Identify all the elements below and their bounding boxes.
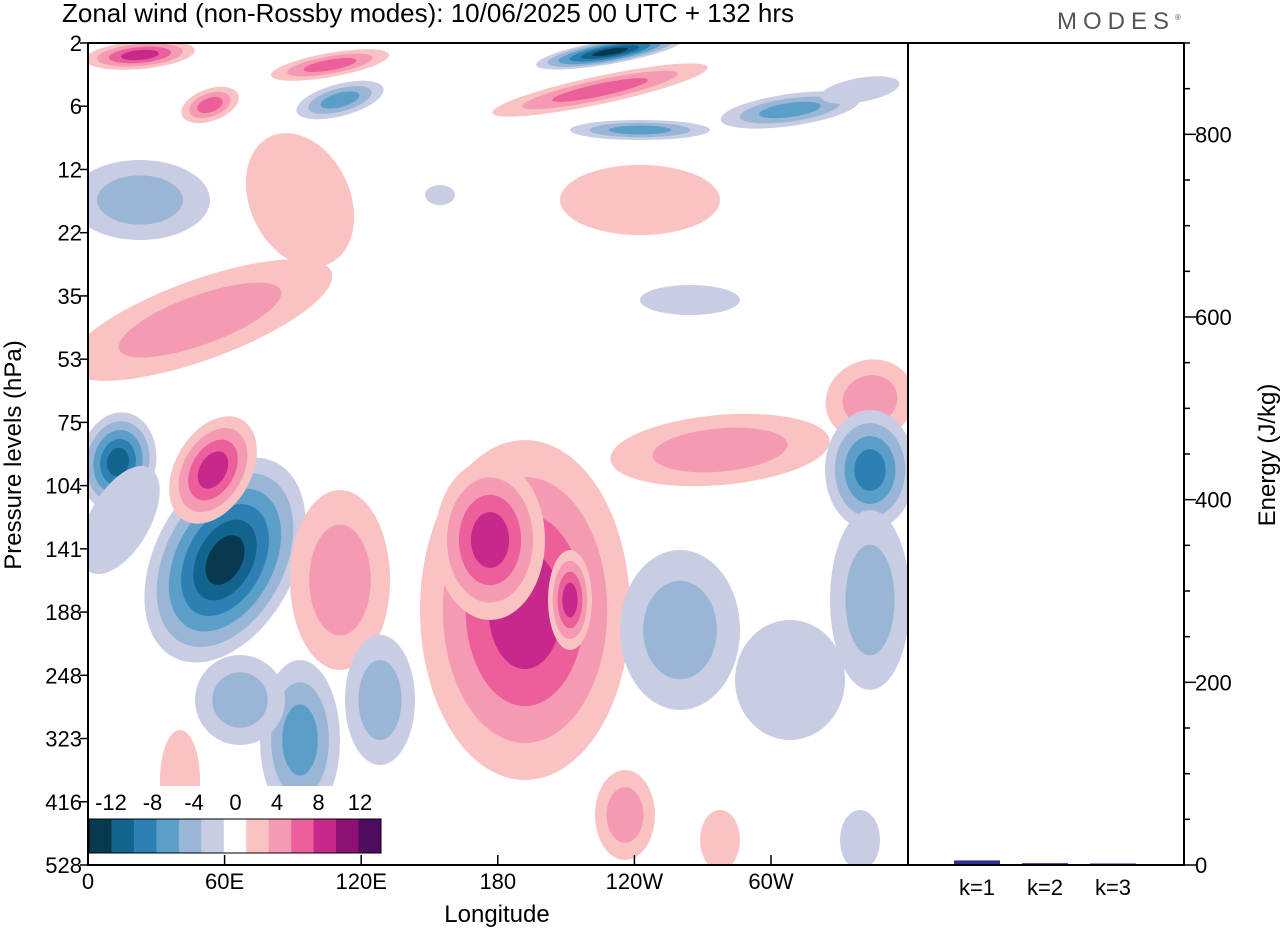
y-tick-label: 22 <box>58 221 82 246</box>
y-tick-label: 6 <box>70 94 82 119</box>
contour-region <box>735 620 845 740</box>
contour-region <box>425 185 455 205</box>
colorbar-label: 4 <box>271 790 283 815</box>
colorbar-swatch <box>178 819 202 853</box>
y-tick-label: 188 <box>45 600 82 625</box>
x-tick-label: 60E <box>205 869 244 894</box>
energy-tick-label: 800 <box>1195 122 1232 147</box>
contour-region <box>560 165 720 235</box>
contour-region <box>107 447 129 477</box>
contour-region <box>608 125 672 135</box>
energy-category-label: k=1 <box>959 875 995 900</box>
axes: 0 60E 120E 180 120W 60W 2 6 12 22 35 53 75 104 141 188 2… <box>45 31 1231 900</box>
contour-region <box>592 47 628 57</box>
colorbar-swatch <box>313 819 337 853</box>
contour-region <box>118 282 282 358</box>
contour-region <box>840 810 880 865</box>
y-tick-label: 141 <box>45 537 82 562</box>
colorbar-swatch <box>358 819 382 853</box>
contour-region <box>759 101 821 119</box>
y-tick-label: 35 <box>58 284 82 309</box>
x-tick-label: 120W <box>606 869 664 894</box>
y-tick-label: 323 <box>45 727 82 752</box>
colorbar-label: 12 <box>348 790 372 815</box>
contour-region <box>309 524 371 636</box>
contour-region <box>303 57 357 73</box>
heatmap-field <box>88 43 908 865</box>
x-tick-label: 180 <box>479 869 516 894</box>
colorbar-swatch <box>133 819 157 853</box>
colorbar-swatch <box>336 819 360 853</box>
chart-title: Zonal wind (non-Rossby modes): 10/06/202… <box>62 0 794 28</box>
contour-region <box>470 512 510 568</box>
energy-tick-label: 400 <box>1195 488 1232 513</box>
x-tick-label: 0 <box>82 869 94 894</box>
contour-region <box>845 544 895 656</box>
colorbar-swatch <box>223 819 247 853</box>
energy-tick-label: 0 <box>1195 853 1207 878</box>
y-tick-label: 248 <box>45 663 82 688</box>
contour-region <box>197 451 229 489</box>
contour-region <box>320 91 360 109</box>
contour-region <box>652 427 788 473</box>
contour-region <box>562 582 578 618</box>
contour-region <box>205 535 245 585</box>
contour-region <box>643 580 717 680</box>
contour-region <box>820 76 900 104</box>
y-tick-label: 53 <box>58 347 82 372</box>
energy-bar <box>954 860 1000 865</box>
energy-tick-label: 600 <box>1195 305 1232 330</box>
contour-region <box>552 78 648 102</box>
x-tick-label: 120E <box>336 869 387 894</box>
contour-region <box>640 285 740 315</box>
contour-region <box>212 672 268 728</box>
contour-region <box>245 133 355 267</box>
x-tick-label: 60W <box>748 869 793 894</box>
y-tick-label: 75 <box>58 410 82 435</box>
energy-tick-label: 200 <box>1195 670 1232 695</box>
contour-region <box>120 49 160 61</box>
contour-region <box>358 660 402 740</box>
colorbar-swatch <box>156 819 180 853</box>
y-tick-label: 104 <box>45 474 82 499</box>
colorbar-swatch <box>201 819 225 853</box>
contour-region <box>282 704 318 776</box>
y-tick-label: 12 <box>58 157 82 182</box>
contour-region <box>197 96 223 114</box>
colorbar-label: -12 <box>95 790 127 815</box>
logo-text: MODES <box>1057 8 1176 35</box>
contour-region <box>854 449 886 491</box>
contour-region <box>606 787 644 843</box>
modes-logo: MODES® <box>1057 8 1181 35</box>
energy-frame <box>907 42 1185 866</box>
energy-axis-title: Energy (J/kg) <box>1254 384 1280 527</box>
energy-category-label: k=3 <box>1095 875 1131 900</box>
colorbar: -12 -8 -4 0 4 8 12 <box>85 786 383 857</box>
x-axis-title: Longitude <box>444 901 549 928</box>
colorbar-swatch <box>89 819 112 853</box>
y-tick-label: 528 <box>45 853 82 878</box>
colorbar-label: -8 <box>143 790 163 815</box>
colorbar-swatch <box>268 819 292 853</box>
y-tick-label: 2 <box>70 31 82 56</box>
colorbar-swatch <box>111 819 135 853</box>
colorbar-swatch <box>246 819 270 853</box>
contour-region <box>700 810 740 865</box>
energy-category-label: k=2 <box>1027 875 1063 900</box>
colorbar-label: 8 <box>312 790 324 815</box>
contour-region <box>88 465 160 575</box>
colorbar-label: 0 <box>229 790 241 815</box>
colorbar-swatch <box>291 819 315 853</box>
contour-region <box>96 175 184 225</box>
contour-region <box>842 375 898 425</box>
y-tick-label: 416 <box>45 790 82 815</box>
colorbar-label: -4 <box>184 790 204 815</box>
y-axis-title: Pressure levels (hPa) <box>0 340 27 569</box>
